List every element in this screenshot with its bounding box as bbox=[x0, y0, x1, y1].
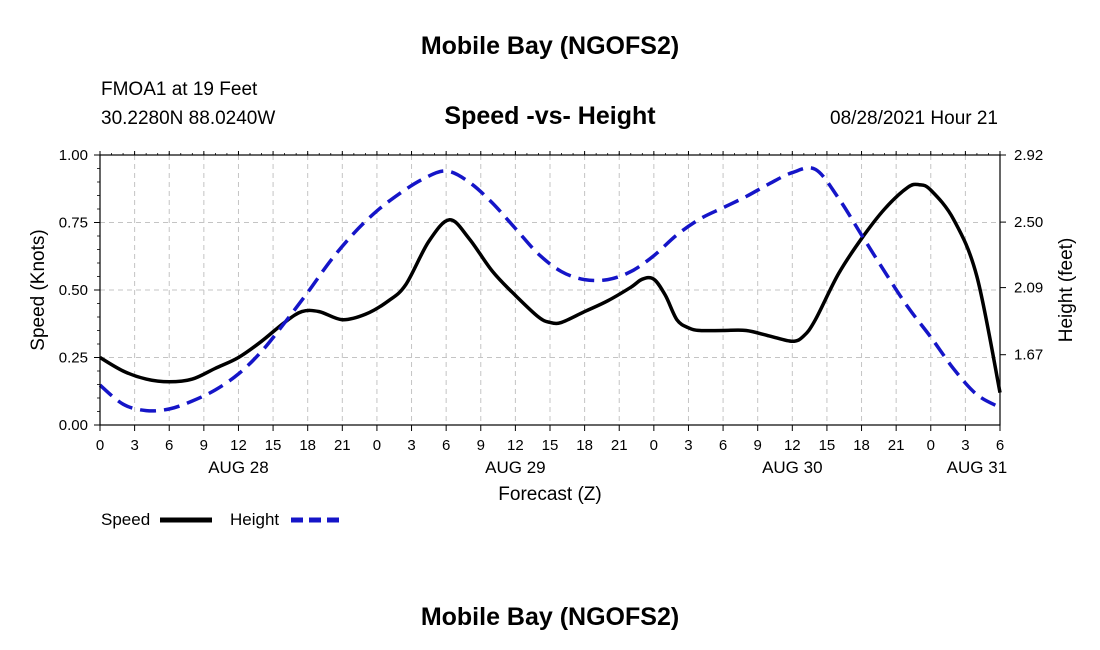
y-tick-label: 1.00 bbox=[59, 147, 88, 164]
page-title-bottom: Mobile Bay (NGOFS2) bbox=[421, 603, 679, 631]
x-tick-label: 18 bbox=[853, 437, 870, 454]
series-line-speed bbox=[99, 182, 1002, 393]
x-tick-label: 9 bbox=[477, 437, 485, 454]
date-label: AUG 29 bbox=[485, 458, 545, 477]
y2-tick-label: 2.09 bbox=[1014, 280, 1043, 297]
y-tick-label: 0.50 bbox=[59, 282, 88, 299]
x-axis-title: Forecast (Z) bbox=[498, 484, 601, 505]
x-tick-label: 15 bbox=[542, 437, 559, 454]
y2-tick-label: 2.92 bbox=[1014, 147, 1043, 164]
x-tick-label: 6 bbox=[442, 437, 450, 454]
x-tick-label: 3 bbox=[961, 437, 969, 454]
date-label: AUG 31 bbox=[947, 458, 1007, 477]
x-tick-label: 9 bbox=[200, 437, 208, 454]
x-tick-label: 21 bbox=[611, 437, 628, 454]
y-axis-title: Speed (Knots) bbox=[28, 229, 49, 350]
date-label: AUG 30 bbox=[762, 458, 822, 477]
x-tick-label: 12 bbox=[507, 437, 524, 454]
series-line-height bbox=[98, 166, 1001, 413]
gridlines bbox=[100, 155, 1000, 425]
x-tick-label: 3 bbox=[684, 437, 692, 454]
x-tick-label: 12 bbox=[784, 437, 801, 454]
x-tick-label: 0 bbox=[373, 437, 381, 454]
x-tick-label: 21 bbox=[888, 437, 905, 454]
series-group bbox=[98, 166, 1002, 413]
y-tick-label: 0.25 bbox=[59, 350, 88, 367]
x-tick-label: 21 bbox=[334, 437, 351, 454]
legend-height-label: Height bbox=[230, 510, 279, 529]
x-tick-label: 0 bbox=[96, 437, 104, 454]
x-tick-label: 15 bbox=[265, 437, 282, 454]
legend-speed-label: Speed bbox=[101, 510, 150, 529]
datetime-label: 08/28/2021 Hour 21 bbox=[830, 108, 998, 129]
x-tick-label: 18 bbox=[299, 437, 316, 454]
x-tick-label: 6 bbox=[165, 437, 173, 454]
x-tick-label: 3 bbox=[130, 437, 138, 454]
axes: 0 3 6 9 12 15 18 21 0 3 6 9 12 15 18 21 0 3 6 9 12 15 18 21 0 3 6 A… bbox=[59, 147, 1043, 477]
coords-label: 30.2280N 88.0240W bbox=[101, 108, 275, 129]
x-tick-label: 0 bbox=[927, 437, 935, 454]
x-tick-label: 9 bbox=[754, 437, 762, 454]
y-tick-label: 0.75 bbox=[59, 215, 88, 232]
y-tick-label: 0.00 bbox=[59, 417, 88, 434]
x-tick-label: 6 bbox=[996, 437, 1004, 454]
x-tick-label: 15 bbox=[819, 437, 836, 454]
x-tick-label: 3 bbox=[407, 437, 415, 454]
y2-axis-title: Height (feet) bbox=[1056, 238, 1077, 343]
chart-subtitle: Speed -vs- Height bbox=[444, 102, 656, 130]
x-tick-label: 18 bbox=[576, 437, 593, 454]
legend: Speed Height bbox=[101, 510, 343, 529]
page-title: Mobile Bay (NGOFS2) bbox=[421, 32, 679, 60]
x-tick-label: 6 bbox=[719, 437, 727, 454]
date-label: AUG 28 bbox=[208, 458, 268, 477]
y2-tick-label: 2.50 bbox=[1014, 214, 1043, 231]
y2-tick-label: 1.67 bbox=[1014, 347, 1043, 364]
x-tick-label: 0 bbox=[650, 437, 658, 454]
station-label: FMOA1 at 19 Feet bbox=[101, 79, 258, 100]
x-tick-label: 12 bbox=[230, 437, 247, 454]
